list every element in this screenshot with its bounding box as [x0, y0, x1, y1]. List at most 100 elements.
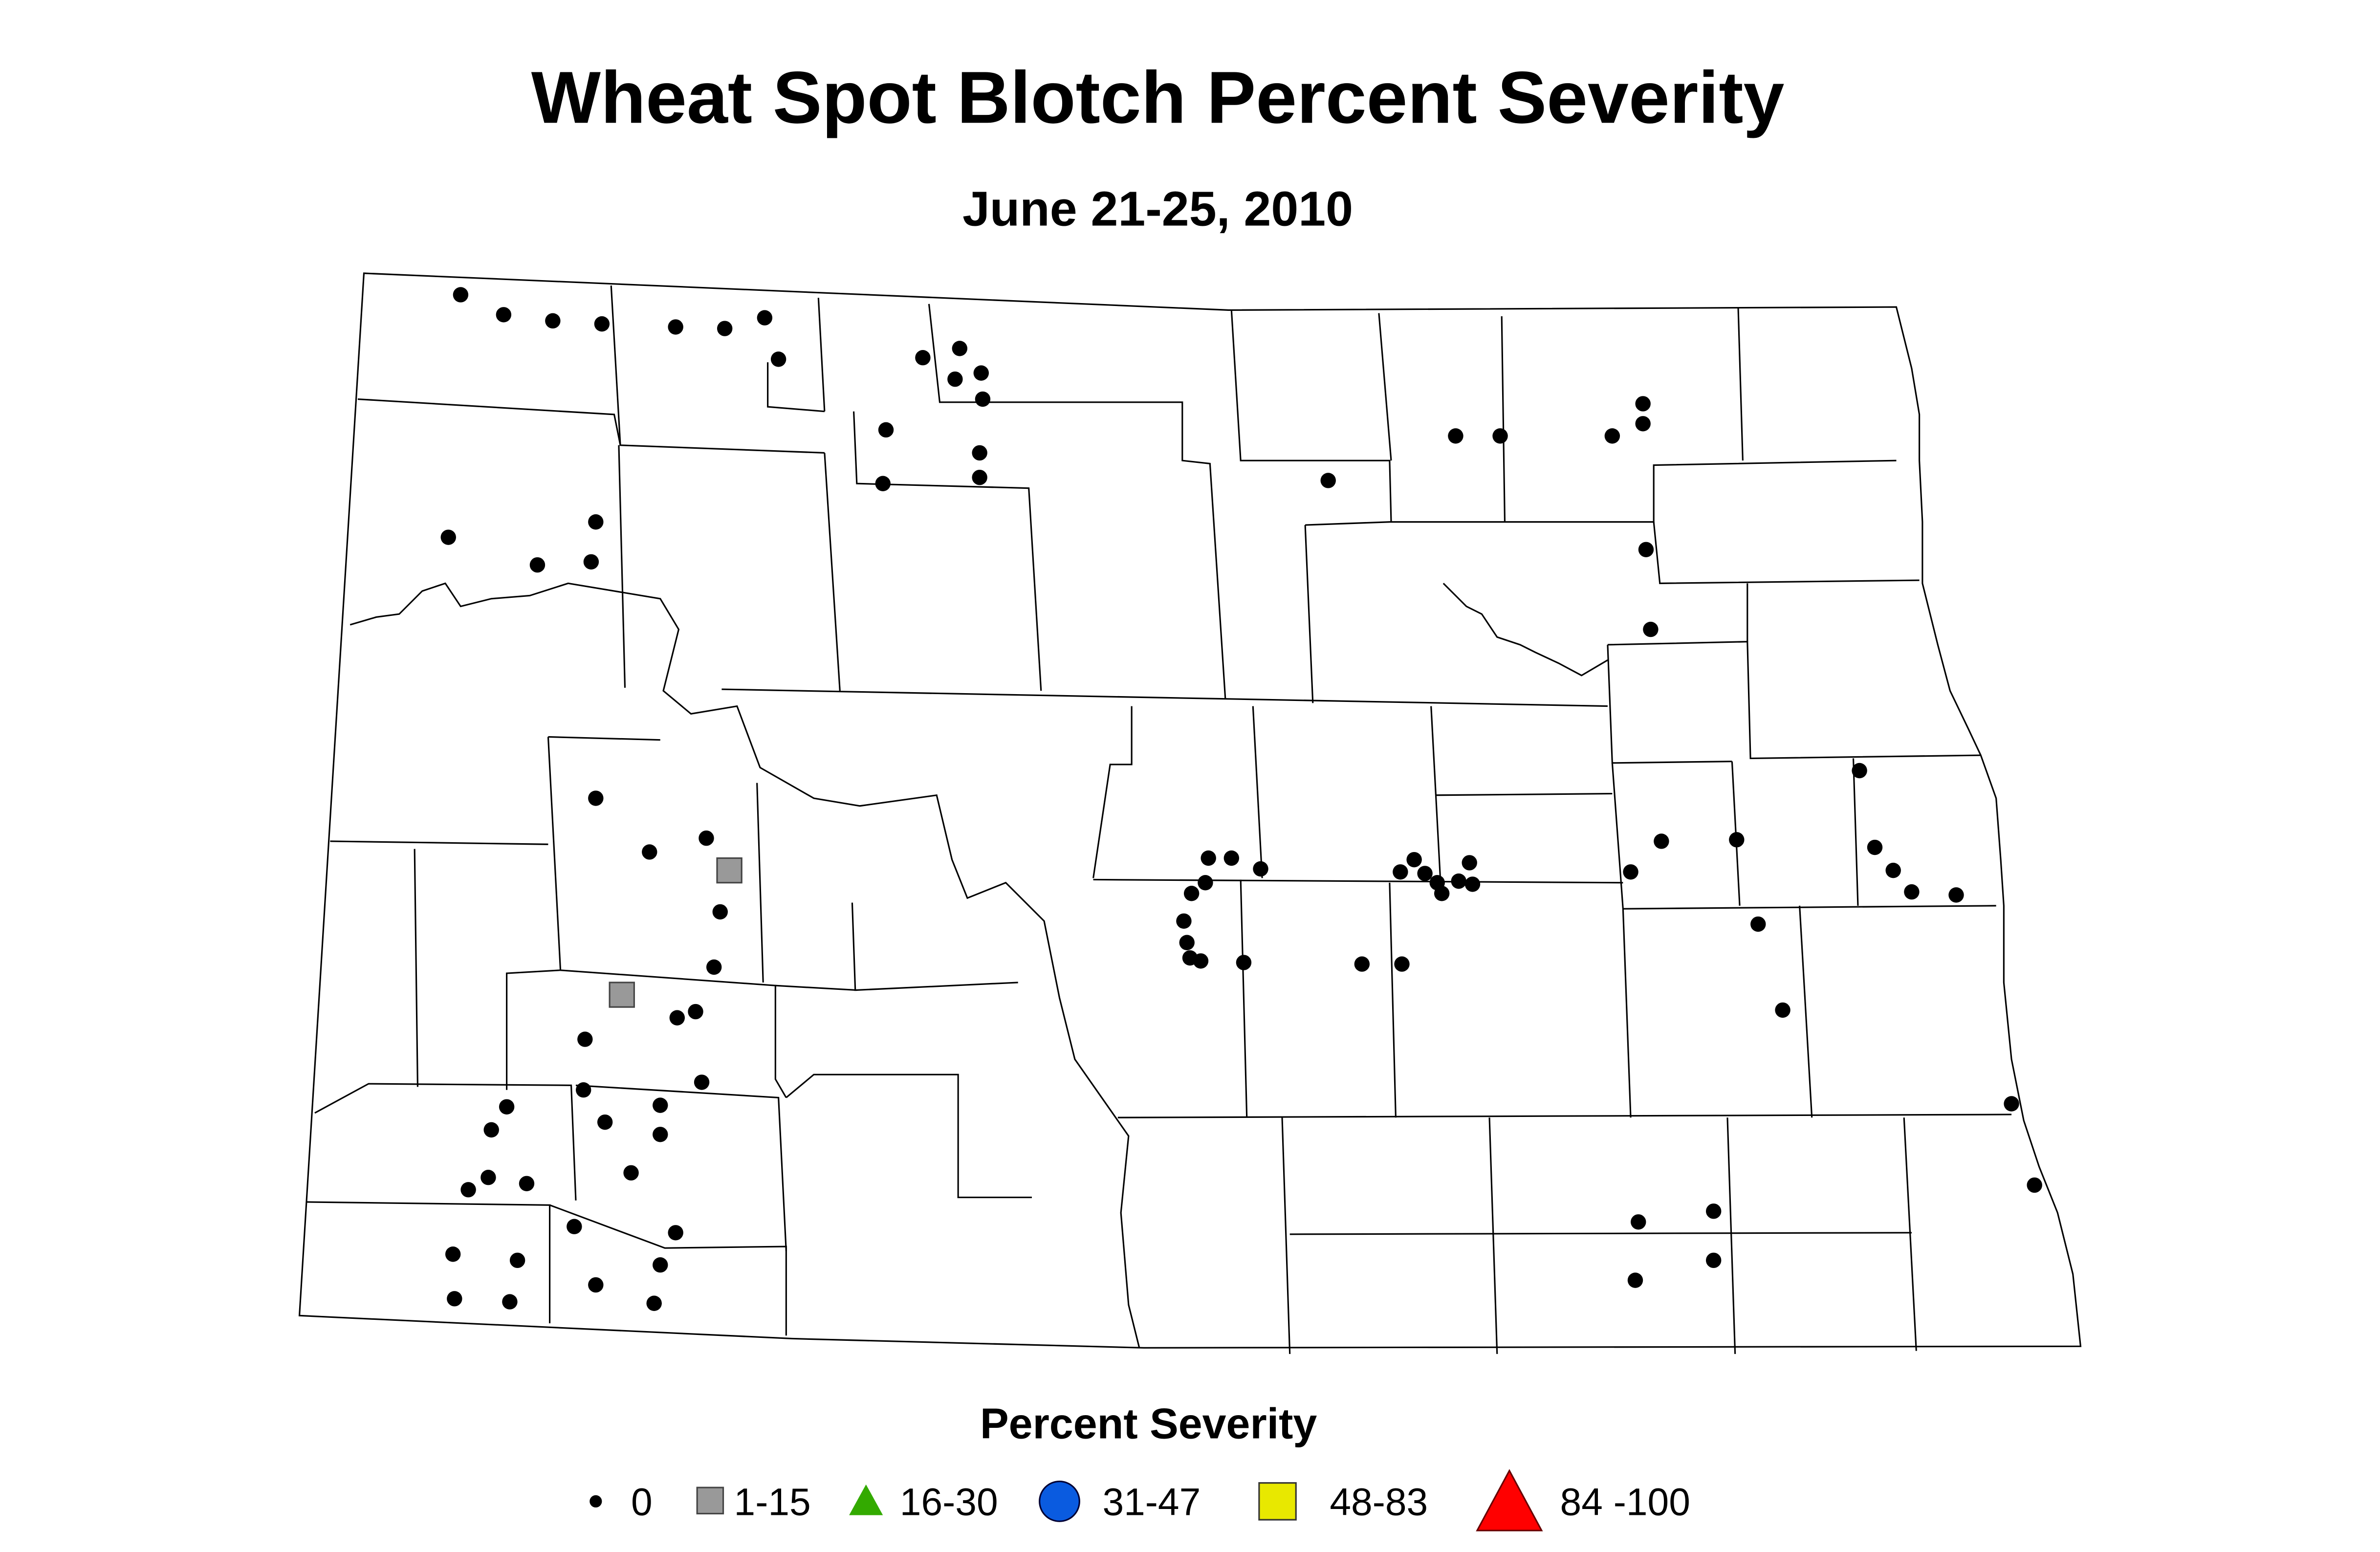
site-dot [699, 830, 714, 846]
county-line [610, 285, 621, 445]
site-dot [440, 529, 456, 545]
site-dot [1654, 833, 1669, 849]
county-line [852, 411, 1042, 691]
county-lines [307, 285, 2012, 1354]
site-dot [1393, 864, 1408, 880]
county-line [560, 969, 787, 1098]
county-line [1305, 459, 1897, 526]
site-dot [588, 514, 604, 530]
site-dot [1193, 953, 1209, 969]
site-dot [453, 287, 469, 303]
site-dot [1464, 876, 1481, 892]
county-line [824, 453, 841, 691]
county-line [1611, 763, 1632, 1118]
site-dot [973, 365, 989, 381]
site-dot [499, 1099, 515, 1115]
legend-label: 1-15 [734, 1481, 811, 1524]
site-dot [653, 1127, 668, 1142]
site-dot [1236, 955, 1252, 970]
site-dot [1448, 428, 1463, 444]
county-line [549, 1204, 787, 1336]
county-line [414, 849, 419, 1087]
county-line [618, 445, 626, 688]
site-dot [588, 1277, 604, 1293]
county-line [1737, 307, 1744, 461]
site-dot [2027, 1177, 2042, 1193]
site-dot [1604, 428, 1620, 444]
site-dot [1354, 956, 1370, 972]
site-dot [1775, 1002, 1790, 1018]
county-line [1117, 1114, 2012, 1118]
site-dot [1867, 839, 1883, 855]
county-line [1903, 1117, 1917, 1351]
title: Wheat Spot Blotch Percent Severity [531, 56, 1785, 138]
site-dot [1635, 416, 1651, 432]
subtitle: June 21-25, 2010 [962, 182, 1353, 237]
county-line [548, 736, 660, 741]
site-dot [1750, 916, 1766, 932]
sites [440, 287, 2042, 1311]
county-line [1378, 313, 1392, 461]
legend-symbol [696, 1486, 724, 1515]
site-square [716, 857, 742, 884]
site-dot [1179, 935, 1195, 950]
county-line [767, 362, 825, 413]
legend-label: 48-83 [1330, 1481, 1428, 1524]
legend-label: 84 -100 [1560, 1481, 1690, 1524]
county-line [817, 298, 826, 412]
legend-symbol [1258, 1482, 1297, 1521]
county-line [575, 1084, 787, 1251]
county-line [1092, 706, 1133, 878]
site-dot [529, 557, 546, 573]
site-dot [642, 844, 657, 860]
site-dot [567, 1219, 582, 1234]
site-dot [915, 350, 931, 366]
county-line [1430, 706, 1441, 878]
site-dot [1394, 956, 1410, 972]
county-line [314, 1083, 577, 1201]
site-dot [694, 1074, 710, 1090]
county-line [357, 398, 825, 454]
site-dot [668, 1225, 683, 1241]
state-outline [298, 272, 2082, 1349]
county-line [1488, 1117, 1498, 1354]
site-dot [972, 445, 987, 461]
legend-symbol [590, 1495, 602, 1508]
site-dot [1885, 862, 1901, 878]
site-dot [509, 1252, 525, 1268]
site-dot [502, 1294, 518, 1310]
county-line [330, 840, 548, 845]
river [1442, 583, 1608, 677]
site-dot [717, 321, 733, 336]
site-dot [878, 422, 894, 438]
site-dot [2004, 1096, 2019, 1112]
site-dot [688, 1004, 703, 1020]
site-dot [669, 1010, 685, 1026]
site-dot [483, 1122, 499, 1138]
site-dot [712, 904, 728, 920]
site-dot [1462, 855, 1477, 871]
site-dot [1406, 852, 1422, 868]
site-dot [1643, 621, 1659, 637]
site-dot [577, 1031, 593, 1047]
legend-symbol [1476, 1469, 1543, 1531]
county-line [1607, 644, 1732, 764]
state-map [298, 272, 2082, 1354]
site-dot [653, 1097, 668, 1113]
site-dot [1198, 875, 1213, 891]
county-line [1852, 758, 1859, 906]
site-dot [545, 313, 561, 329]
county-line [1389, 882, 1397, 1118]
county-line [1623, 905, 1996, 910]
county-line [928, 304, 1226, 699]
site-dot [597, 1114, 613, 1130]
county-line [1230, 310, 1392, 522]
site-dot [706, 959, 722, 975]
site-dot [480, 1170, 496, 1185]
site-dot [1631, 1214, 1646, 1230]
site-dot [1729, 832, 1745, 848]
site-dot [447, 1291, 462, 1307]
county-line [851, 902, 1018, 991]
site-dot [519, 1176, 535, 1191]
